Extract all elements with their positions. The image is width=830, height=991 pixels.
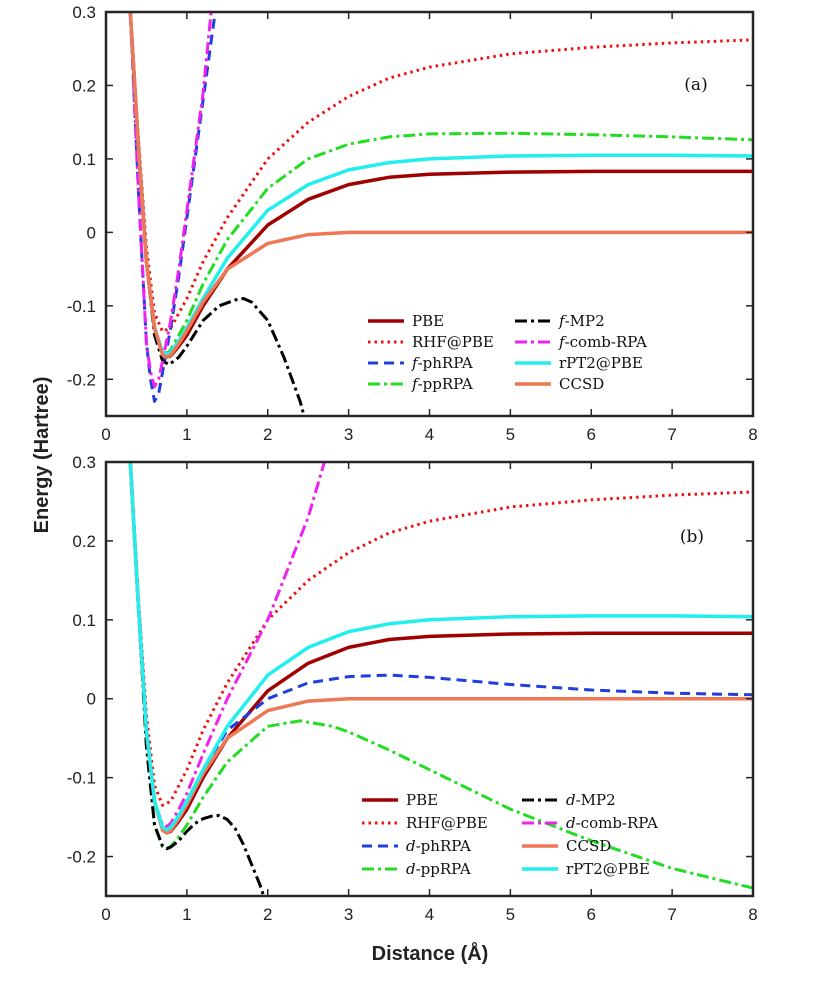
x-tick-label: 7 bbox=[667, 905, 676, 924]
legend-label: d-ppRPA bbox=[406, 860, 471, 878]
series-line-d-comb-rpa bbox=[128, 462, 326, 829]
series-line-f-phrpa bbox=[128, 12, 217, 403]
y-tick-label: 0 bbox=[87, 690, 96, 709]
legend-label: f-ppRPA bbox=[411, 375, 473, 393]
panels: 0 1 2 3 4 5 6 7 8 -0.2 -0.1 0 0.1 0.2 0.3 (a) PBE RHF@PBE… bbox=[67, 3, 758, 924]
x-tick-label: 3 bbox=[344, 425, 353, 444]
x-tick-label: 4 bbox=[425, 905, 434, 924]
x-tick-label: 6 bbox=[587, 905, 596, 924]
x-tick-label: 6 bbox=[587, 425, 596, 444]
x-tick-label: 1 bbox=[182, 425, 191, 444]
x-axis-title: Distance (Å) bbox=[372, 941, 489, 965]
y-tick-label: 0.3 bbox=[72, 3, 96, 22]
x-tick-label: 5 bbox=[506, 905, 515, 924]
legend-label: rPT2@PBE bbox=[566, 860, 650, 878]
series-line-rpt2-pbe bbox=[128, 462, 753, 832]
y-tick-label: -0.2 bbox=[67, 370, 96, 389]
x-tick-label: 1 bbox=[182, 905, 191, 924]
legend: PBE RHF@PBE f-phRPA f-ppRPA f-MP2 f-comb-RPA r… bbox=[368, 312, 647, 393]
legend-label: RHF@PBE bbox=[406, 814, 488, 832]
legend-label: CCSD bbox=[566, 837, 611, 855]
y-tick-label: -0.1 bbox=[67, 769, 96, 788]
y-tick-label: -0.2 bbox=[67, 848, 96, 867]
y-tick-label: -0.1 bbox=[67, 297, 96, 316]
x-tick-label: 2 bbox=[263, 425, 272, 444]
legend-label: PBE bbox=[412, 312, 444, 330]
panel-b: 0 1 2 3 4 5 6 7 8 -0.2 -0.1 0 0.1 0.2 0.3 (b) PBE RHF@PBE… bbox=[67, 453, 758, 924]
y-tick-label: 0.3 bbox=[72, 453, 96, 472]
legend-label: f-phRPA bbox=[411, 354, 473, 372]
legend-label: d-comb-RPA bbox=[566, 814, 658, 832]
legend-label: f-MP2 bbox=[558, 312, 605, 330]
x-tick-label: 4 bbox=[425, 425, 434, 444]
y-tick-label: 0.1 bbox=[72, 611, 96, 630]
series-line-d-mp2 bbox=[128, 462, 266, 896]
series-group bbox=[128, 462, 753, 896]
y-tick-label: 0.1 bbox=[72, 150, 96, 169]
legend-label: f-comb-RPA bbox=[558, 333, 647, 351]
panel-tag: (b) bbox=[680, 527, 704, 547]
legend-label: d-MP2 bbox=[566, 791, 616, 809]
y-axis-title: Energy (Hartree) bbox=[31, 377, 53, 534]
x-tick-label: 3 bbox=[344, 905, 353, 924]
panel-tag: (a) bbox=[684, 75, 707, 95]
x-tick-label: 0 bbox=[101, 905, 110, 924]
series-group bbox=[128, 12, 753, 416]
legend-label: rPT2@PBE bbox=[559, 354, 643, 372]
y-tick-label: 0 bbox=[87, 223, 96, 242]
x-tick-label: 8 bbox=[748, 905, 757, 924]
series-line-f-pprpa bbox=[128, 12, 753, 356]
legend: PBE RHF@PBE d-phRPA d-ppRPA d-MP2 d-comb-RPA C… bbox=[362, 791, 658, 878]
legend-label: d-phRPA bbox=[406, 837, 471, 855]
legend-label: PBE bbox=[406, 791, 438, 809]
legend-label: RHF@PBE bbox=[412, 333, 494, 351]
series-line-rhf-pbe bbox=[128, 12, 753, 333]
legend-label: CCSD bbox=[559, 375, 604, 393]
y-tick-label: 0.2 bbox=[72, 532, 96, 551]
x-tick-label: 0 bbox=[101, 425, 110, 444]
x-tick-label: 5 bbox=[506, 425, 515, 444]
x-tick-label: 2 bbox=[263, 905, 272, 924]
x-tick-label: 7 bbox=[667, 425, 676, 444]
series-line-f-comb-rpa bbox=[128, 12, 213, 389]
x-tick-label: 8 bbox=[748, 425, 757, 444]
y-tick-label: 0.2 bbox=[72, 76, 96, 95]
series-line-ccsd bbox=[128, 12, 753, 359]
panel-a: 0 1 2 3 4 5 6 7 8 -0.2 -0.1 0 0.1 0.2 0.3 (a) PBE RHF@PBE… bbox=[67, 3, 758, 444]
series-line-f-mp2 bbox=[128, 12, 306, 416]
